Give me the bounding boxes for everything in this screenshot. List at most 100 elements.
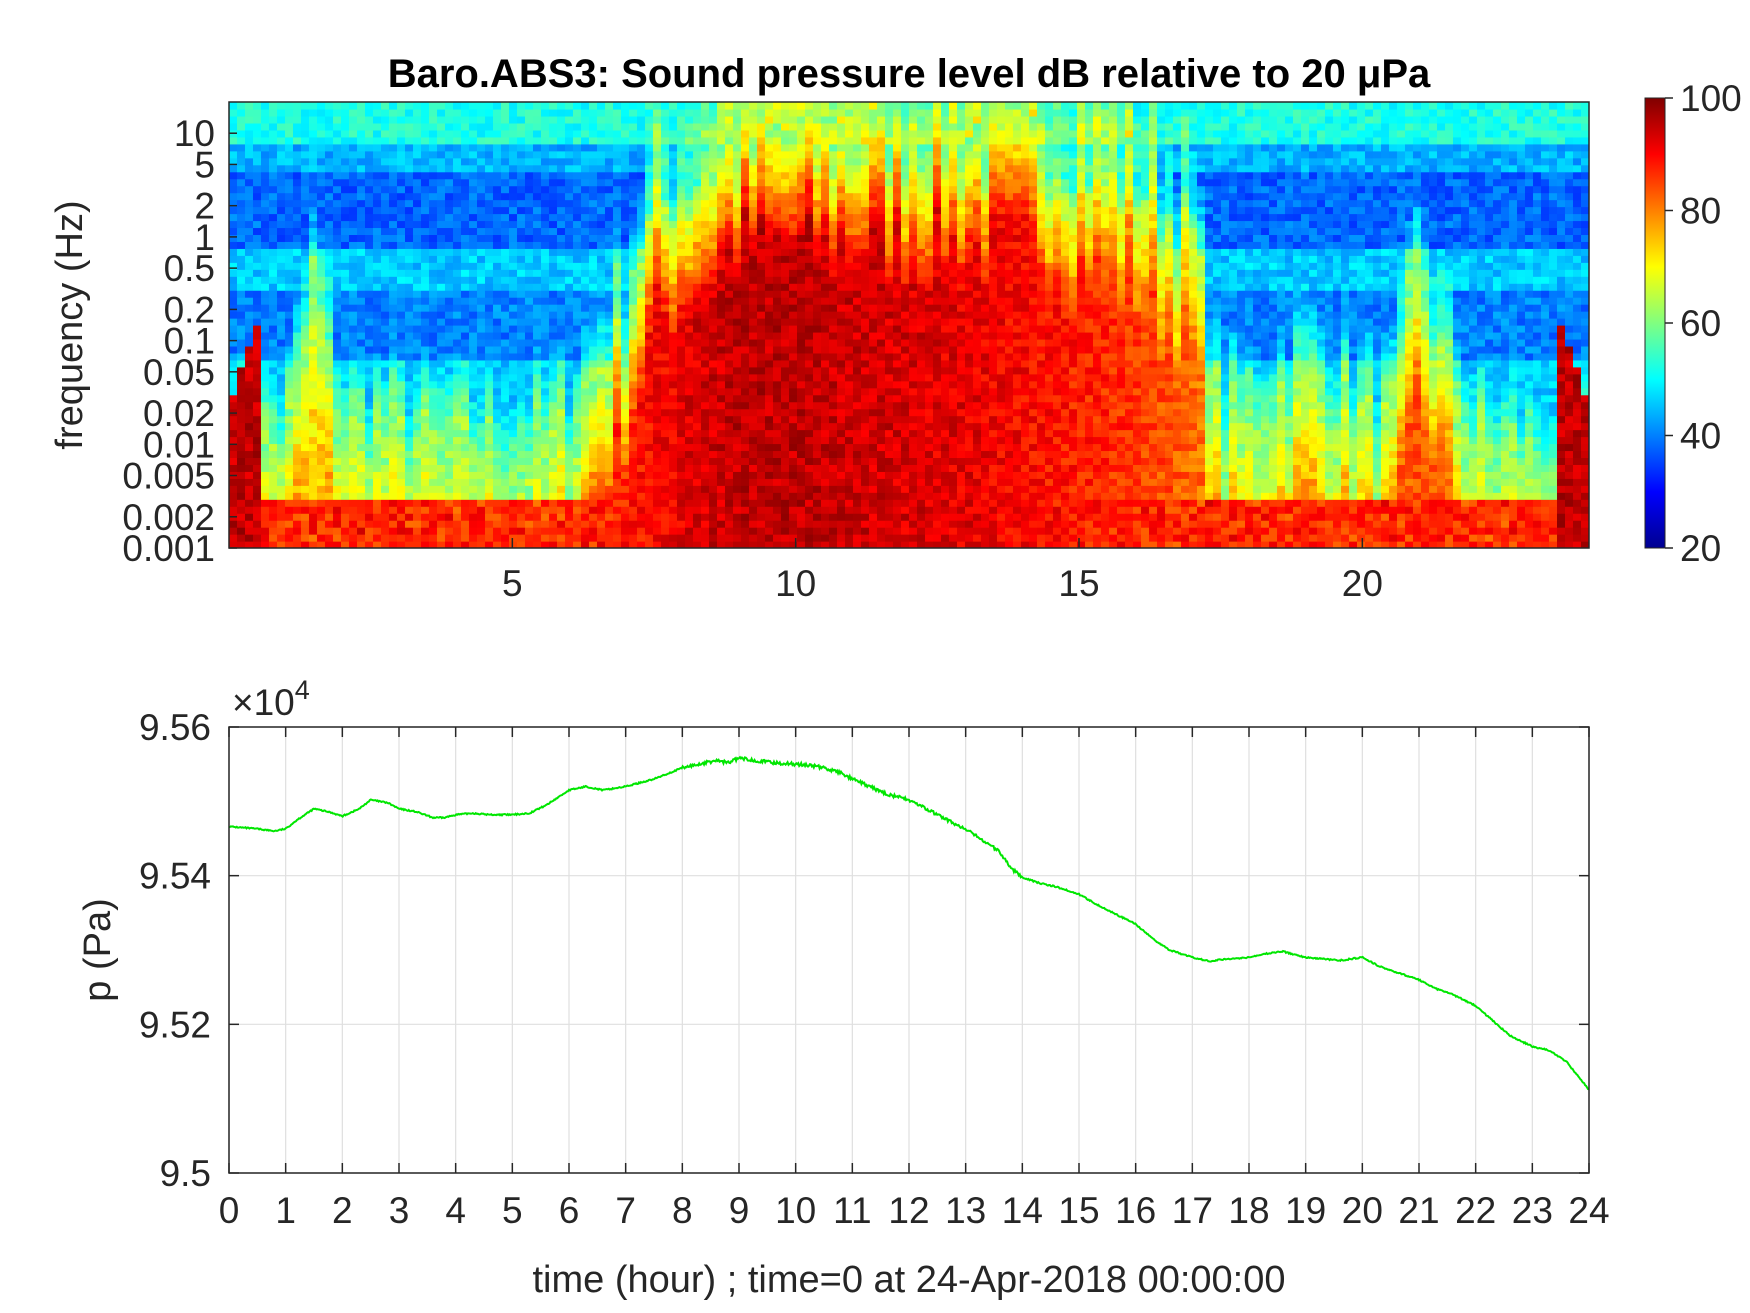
spectrogram-cell: [757, 478, 766, 486]
spectrogram-cell: [493, 422, 502, 431]
spectrogram-cell: [813, 276, 822, 284]
spectrogram-cell: [493, 394, 502, 403]
spectrogram-cell: [469, 415, 478, 424]
spectrogram-cell: [829, 150, 838, 159]
spectrogram-cell: [333, 457, 342, 465]
spectrogram-cell: [565, 143, 574, 152]
spectrogram-cell: [669, 541, 678, 548]
spectrogram-cell: [757, 157, 766, 166]
spectrogram-cell: [845, 171, 854, 180]
spectrogram-cell: [501, 150, 510, 159]
spectrogram-cell: [253, 206, 262, 215]
spectrogram-cell: [405, 366, 414, 375]
spectrogram-cell: [493, 220, 502, 229]
spectrogram-cell: [573, 352, 582, 361]
spectrogram-cell: [685, 220, 694, 229]
spectrogram-cell: [413, 178, 422, 187]
spectrogram-cell: [821, 401, 830, 410]
spectrogram-cell: [629, 408, 638, 417]
spectrogram-cell: [509, 450, 518, 459]
spectrogram-cell: [645, 366, 654, 375]
spectrogram-cell: [517, 199, 526, 208]
spectrogram-cell: [677, 415, 686, 424]
spectrogram-cell: [293, 485, 302, 493]
spectrogram-cell: [309, 499, 318, 507]
spectrogram-cell: [381, 429, 390, 438]
spectrogram-cell: [589, 325, 598, 333]
spectrogram-cell: [709, 276, 718, 284]
spectrogram-cell: [373, 520, 382, 528]
spectrogram-cell: [757, 129, 766, 138]
spectrogram-cell: [541, 359, 550, 368]
spectrogram-cell: [677, 157, 686, 166]
spectrogram-cell: [237, 380, 246, 389]
spectrogram-cell: [373, 150, 382, 159]
spectrogram-cell: [565, 387, 574, 396]
spectrogram-cell: [325, 534, 334, 542]
spectrogram-cell: [309, 283, 318, 291]
spectrogram-cell: [277, 352, 286, 361]
spectrogram-cell: [365, 143, 374, 152]
spectrogram-cell: [517, 345, 526, 354]
spectrogram-cell: [653, 143, 662, 152]
spectrogram-cell: [821, 541, 830, 548]
spectrogram-cell: [517, 366, 526, 375]
spectrogram-cell: [381, 478, 390, 486]
spectrogram-cell: [373, 408, 382, 417]
spectrogram-cell: [341, 150, 350, 159]
spectrogram-cell: [685, 345, 694, 354]
spectrogram-cell: [381, 443, 390, 452]
spectrogram-cell: [421, 450, 430, 459]
spectrogram-cell: [413, 157, 422, 166]
spectrogram-cell: [397, 227, 406, 236]
spectrogram-cell: [357, 331, 366, 340]
spectrogram-cell: [685, 311, 694, 319]
spectrogram-cell: [541, 297, 550, 305]
spectrogram-cell: [653, 443, 662, 452]
spectrogram-cell: [269, 276, 278, 284]
spectrogram-cell: [461, 499, 470, 507]
spectrogram-cell: [461, 304, 470, 312]
spectrogram-cell: [397, 506, 406, 514]
spectrogram-cell: [341, 338, 350, 347]
spectrogram-cell: [301, 262, 310, 270]
spectrogram-cell: [821, 108, 830, 117]
spectrogram-cell: [733, 331, 742, 340]
spectrogram-cell: [717, 534, 726, 542]
spectrogram-cell: [429, 241, 438, 249]
spectrogram-cell: [365, 178, 374, 187]
spectrogram-cell: [733, 485, 742, 493]
spectrogram-cell: [765, 401, 774, 410]
spectrogram-cell: [837, 464, 846, 472]
spectrogram-cell: [685, 499, 694, 507]
spectrogram-cell: [661, 241, 670, 249]
spectrogram-cell: [621, 290, 630, 298]
spectrogram-cell: [293, 380, 302, 389]
spectrogram-cell: [573, 129, 582, 138]
spectrogram-cell: [653, 492, 662, 500]
spectrogram-cell: [381, 485, 390, 493]
spectrogram-cell: [637, 171, 646, 180]
spectrogram-cell: [693, 241, 702, 249]
spectrogram-cell: [613, 478, 622, 486]
spectrogram-cell: [437, 408, 446, 417]
spectrogram-cell: [821, 457, 830, 465]
spectrogram-cell: [493, 262, 502, 270]
spectrogram-cell: [717, 248, 726, 256]
spectrogram-cell: [773, 269, 782, 277]
spectrogram-cell: [405, 513, 414, 521]
spectrogram-cell: [365, 352, 374, 361]
spectrogram-cell: [389, 345, 398, 354]
spectrogram-cell: [309, 485, 318, 493]
spectrogram-cell: [717, 359, 726, 368]
spectrogram-cell: [381, 436, 390, 445]
spectrogram-cell: [597, 366, 606, 375]
spectrogram-cell: [365, 136, 374, 145]
spectrogram-cell: [797, 269, 806, 277]
spectrogram-cell: [421, 366, 430, 375]
spectrogram-cell: [349, 220, 358, 229]
spectrogram-cell: [541, 283, 550, 291]
spectrogram-cell: [469, 373, 478, 382]
spectrogram-cell: [509, 206, 518, 215]
spectrogram-cell: [749, 394, 758, 403]
